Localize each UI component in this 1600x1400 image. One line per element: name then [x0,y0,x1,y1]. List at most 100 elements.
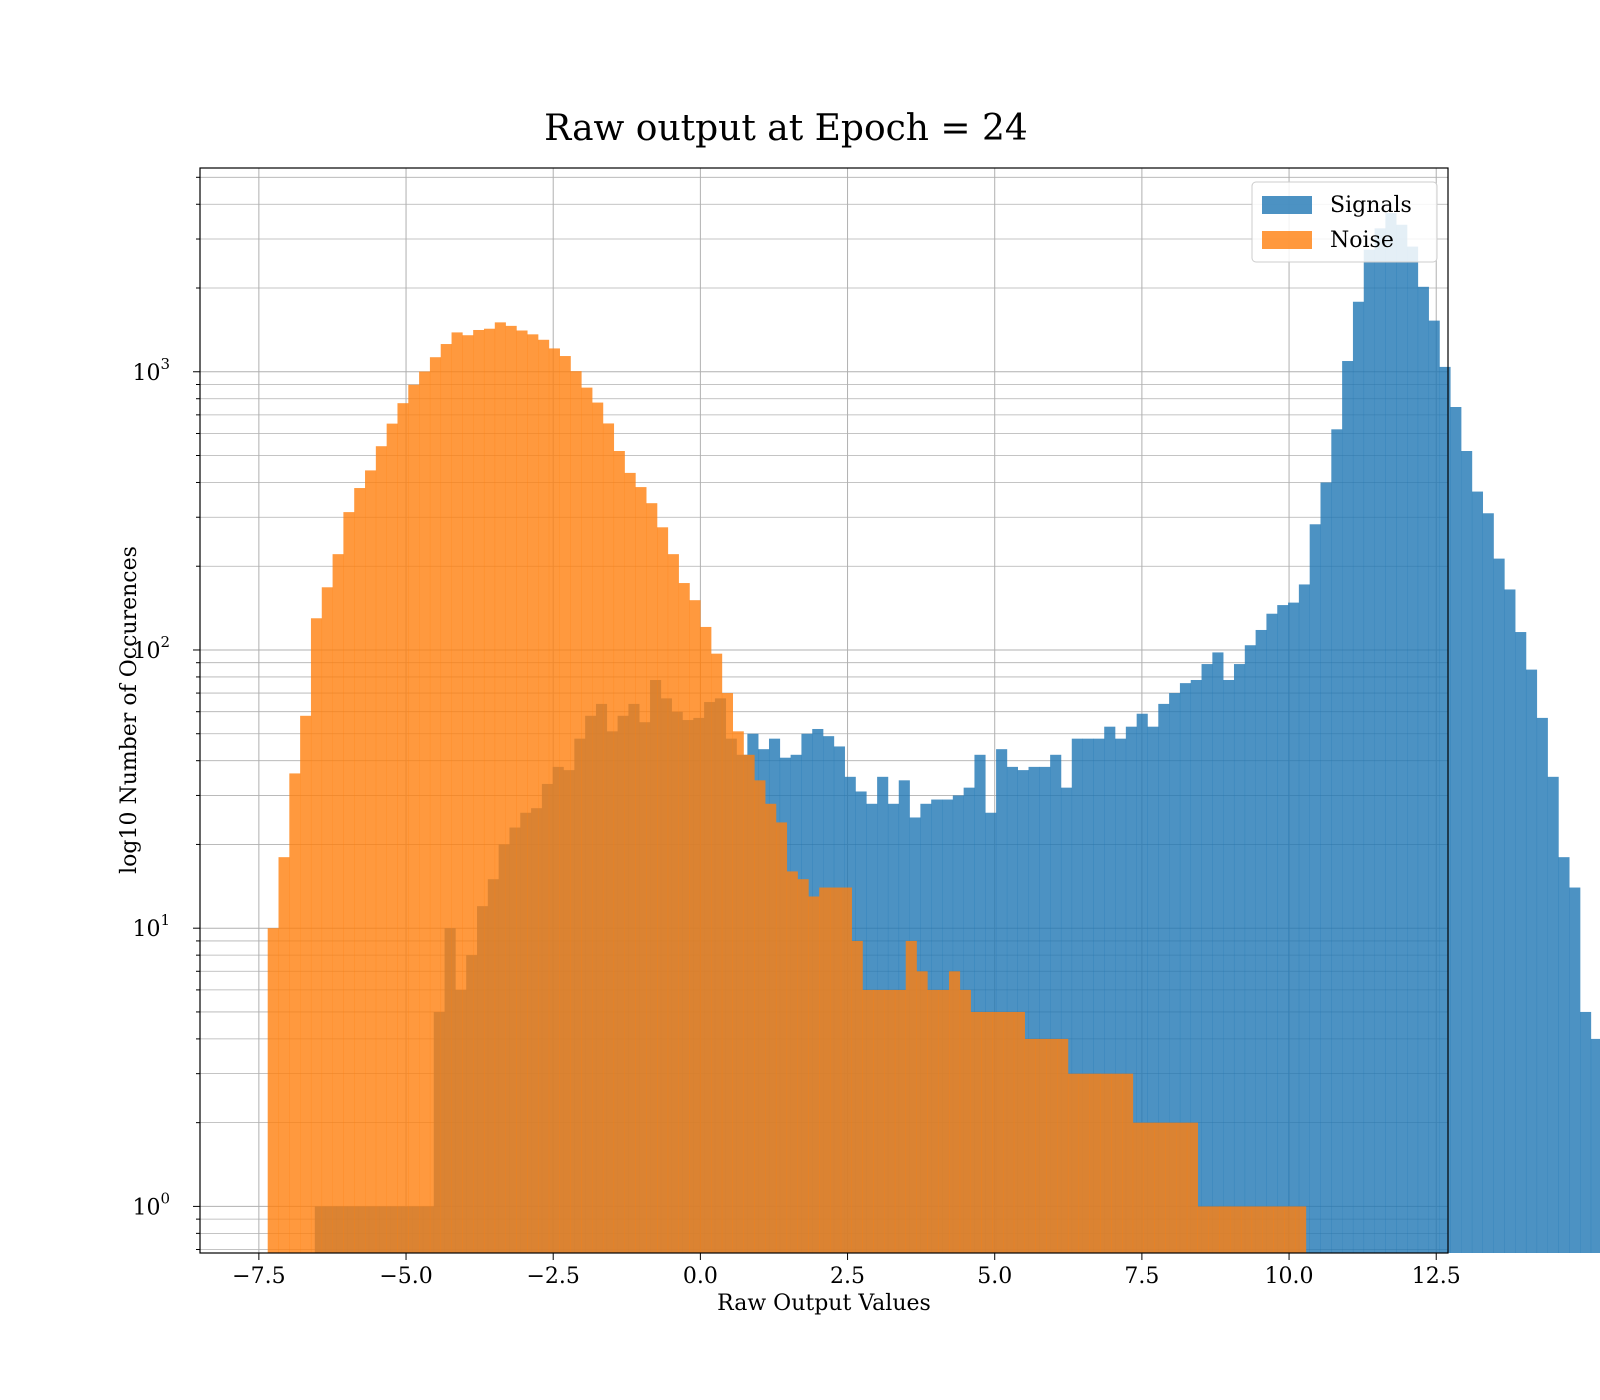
legend: Signals Noise [1251,181,1438,263]
signals-bar-114 [1547,776,1559,1253]
noise-bar-8 [354,488,366,1254]
signals-bar-108 [1482,513,1494,1253]
signals-bar-89 [1277,605,1289,1253]
signals-bar-74 [1115,738,1127,1253]
noise-bar-14 [419,371,431,1254]
legend-swatch-signals [1262,196,1312,214]
signals-bar-64 [1006,766,1019,1253]
signals-bar-110 [1504,589,1516,1253]
noise-bar-69 [1013,1011,1025,1253]
signals-bar-76 [1136,713,1148,1253]
noise-bar-20 [483,328,496,1254]
signals-bar-75 [1125,726,1137,1253]
noise-bar-11 [386,423,398,1253]
noise-bar-78 [1111,1073,1123,1253]
x-tick-label-2: −2.5 [526,1264,579,1289]
noise-bar-74 [1067,1073,1080,1253]
signals-bar-73 [1104,726,1116,1253]
noise-bar-53 [840,887,852,1253]
noise-bar-0 [267,928,279,1253]
noise-bar-44 [743,754,755,1253]
signals-bar-86 [1244,645,1256,1253]
signals-bar-80 [1179,683,1192,1253]
noise-bar-36 [657,527,669,1253]
noise-bar-75 [1078,1073,1090,1253]
x-tick-label-3: 0.0 [683,1264,718,1289]
y-axis-label: log10 Number of Occurences [117,546,142,874]
noise-bar-60 [916,971,928,1253]
signals-bar-105 [1450,407,1462,1253]
signals-bar-82 [1201,664,1213,1253]
signals-bar-68 [1050,754,1062,1253]
y-tick-label-3: 103 [132,355,170,386]
noise-bar-61 [927,989,939,1253]
signals-bar-90 [1288,602,1300,1253]
signals-bar-96 [1352,301,1365,1254]
noise-bar-52 [830,887,842,1253]
x-tick-label-4: 2.5 [830,1264,865,1289]
noise-bar-47 [775,822,788,1253]
signals-bar-113 [1536,717,1548,1253]
noise-bar-54 [851,940,863,1253]
noise-bar-77 [1100,1073,1112,1253]
signals-bar-102 [1417,286,1429,1253]
noise-bar-57 [884,989,896,1253]
noise-bar-31 [602,423,615,1253]
noise-bar-55 [862,989,874,1253]
signals-bar-63 [996,749,1008,1253]
signals-bar-93 [1320,482,1332,1253]
noise-bar-18 [462,335,474,1253]
noise-bar-48 [786,871,798,1253]
noise-bar-50 [808,896,820,1253]
noise-bar-7 [343,512,355,1253]
noise-bar-65 [970,1011,982,1253]
signals-bar-95 [1342,361,1354,1253]
legend-swatch-noise [1262,231,1312,249]
signals-bar-100 [1396,224,1408,1253]
noise-bar-9 [365,470,377,1253]
noise-bar-34 [635,487,647,1254]
signals-bar-101 [1407,246,1419,1253]
noise-bar-10 [375,446,387,1253]
noise-bar-37 [667,554,679,1253]
noise-bar-62 [938,989,950,1253]
signals-bar-117 [1580,1011,1592,1253]
signals-bar-85 [1233,664,1246,1253]
noise-bar-72 [1046,1038,1058,1253]
signals-bar-61 [974,754,986,1253]
noise-bar-45 [754,780,766,1253]
noise-bar-25 [538,339,550,1253]
y-tick-label-0: 100 [132,1189,170,1220]
signals-bar-71 [1082,738,1094,1253]
x-tick-label-6: 7.5 [1124,1264,1159,1289]
noise-bar-88 [1219,1206,1231,1253]
noise-bar-56 [873,989,885,1253]
noise-bar-23 [516,330,528,1253]
noise-bar-73 [1057,1038,1069,1253]
noise-bar-5 [321,587,333,1253]
noise-bar-16 [440,344,452,1253]
noise-bar-26 [548,348,560,1253]
signals-bar-94 [1331,429,1343,1253]
signals-bar-112 [1525,669,1538,1253]
noise-bar-12 [397,403,409,1253]
noise-bar-92 [1262,1206,1274,1253]
noise-bar-39 [689,600,701,1253]
signals-bar-67 [1039,766,1051,1253]
legend-label-signals: Signals [1330,193,1412,218]
signals-bar-97 [1363,249,1375,1253]
x-tick-label-8: 12.5 [1412,1264,1461,1289]
legend-label-noise: Noise [1330,228,1394,253]
noise-bar-51 [819,887,831,1253]
signals-bar-66 [1028,766,1040,1253]
noise-bar-76 [1089,1073,1101,1253]
noise-bar-90 [1240,1206,1253,1253]
signals-bar-65 [1017,770,1029,1253]
noise-bar-27 [559,356,571,1253]
noise-bar-6 [332,554,344,1253]
signals-bar-115 [1558,857,1570,1253]
noise-bar-32 [613,451,625,1253]
chart-title: Raw output at Epoch = 24 [544,108,1028,149]
noise-bar-19 [473,329,485,1253]
